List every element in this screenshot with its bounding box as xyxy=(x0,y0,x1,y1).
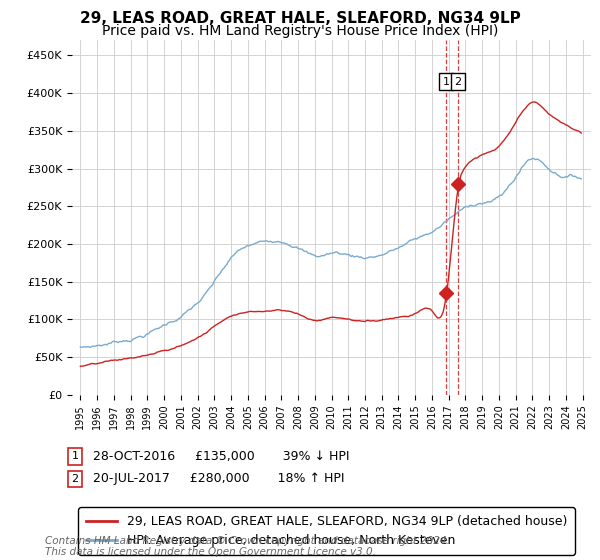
Text: 2: 2 xyxy=(454,77,461,87)
Text: Price paid vs. HM Land Registry's House Price Index (HPI): Price paid vs. HM Land Registry's House … xyxy=(102,24,498,38)
Text: 28-OCT-2016     £135,000       39% ↓ HPI: 28-OCT-2016 £135,000 39% ↓ HPI xyxy=(93,450,349,463)
Text: Contains HM Land Registry data © Crown copyright and database right 2024.
This d: Contains HM Land Registry data © Crown c… xyxy=(45,535,450,557)
Text: 29, LEAS ROAD, GREAT HALE, SLEAFORD, NG34 9LP: 29, LEAS ROAD, GREAT HALE, SLEAFORD, NG3… xyxy=(80,11,520,26)
Legend: 29, LEAS ROAD, GREAT HALE, SLEAFORD, NG34 9LP (detached house), HPI: Average pri: 29, LEAS ROAD, GREAT HALE, SLEAFORD, NG3… xyxy=(78,507,575,554)
Text: 1: 1 xyxy=(71,451,79,461)
Text: 20-JUL-2017     £280,000       18% ↑ HPI: 20-JUL-2017 £280,000 18% ↑ HPI xyxy=(93,472,344,486)
Text: 2: 2 xyxy=(71,474,79,484)
Text: 1: 1 xyxy=(442,77,449,87)
